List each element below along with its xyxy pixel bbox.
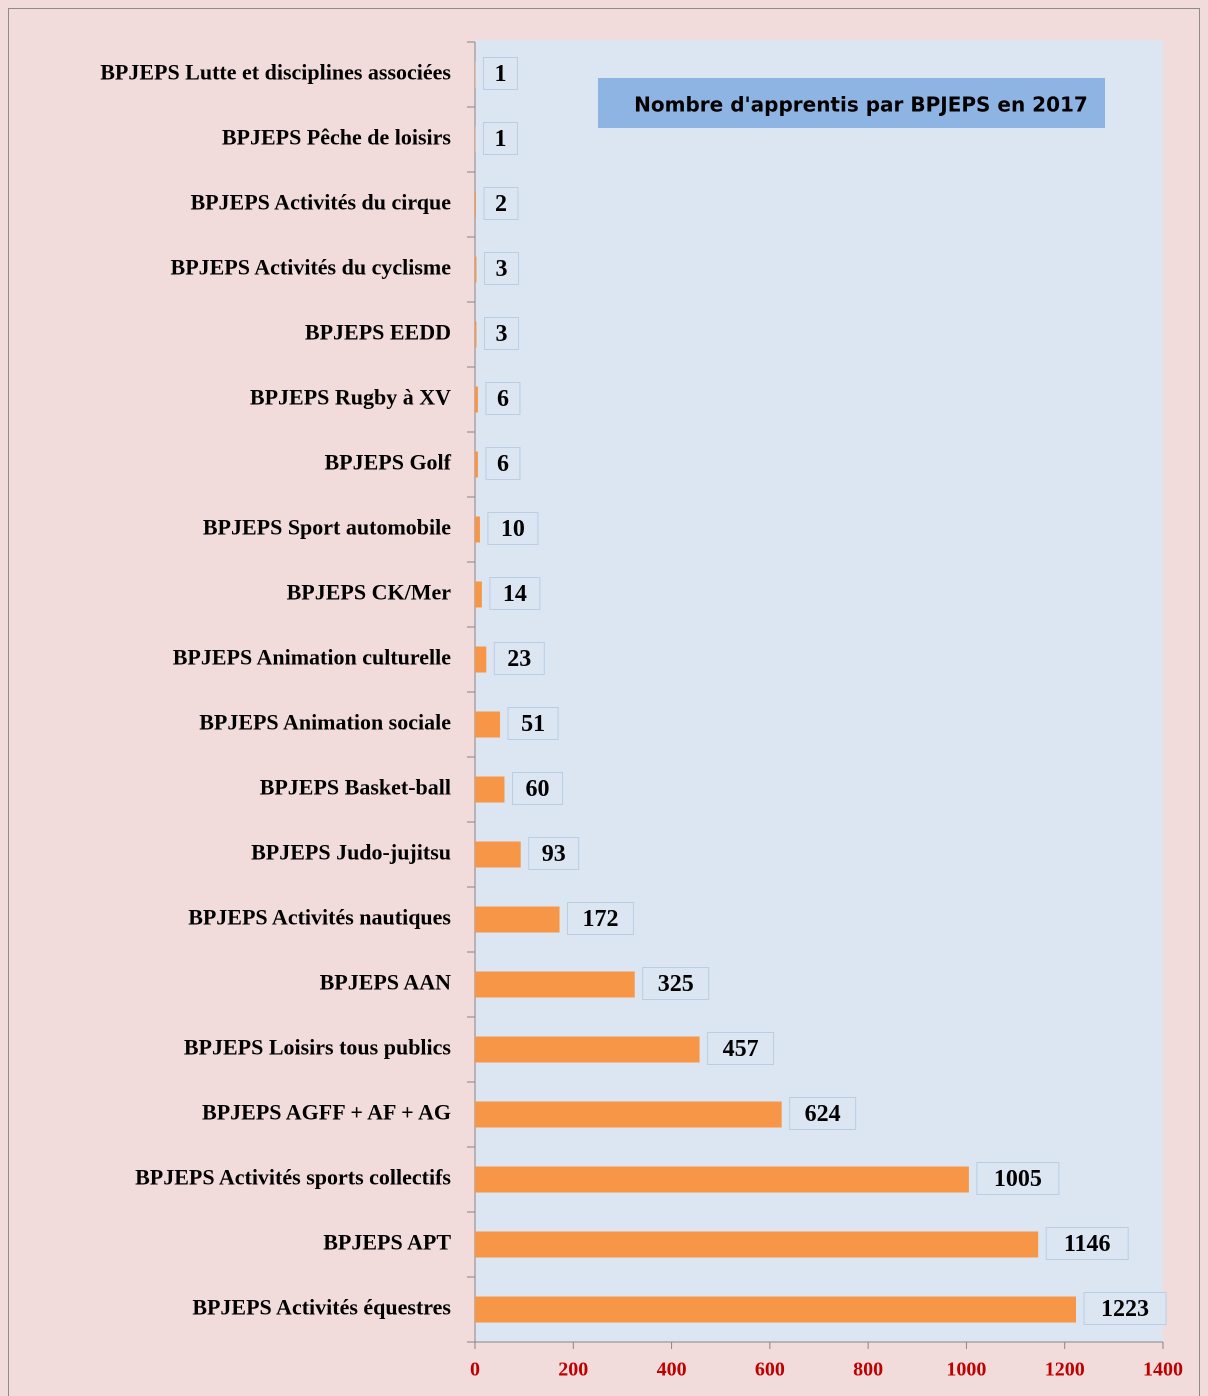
value-label: 172 [583,906,619,932]
bar [475,256,477,283]
value-label: 457 [723,1036,759,1062]
value-label: 624 [805,1101,841,1127]
y-tick-label: BPJEPS Animation sociale [199,710,451,735]
bar [475,516,480,543]
bar [475,1296,1077,1323]
value-label: 6 [497,386,509,412]
y-tick-label: BPJEPS Activités sports collectifs [135,1165,451,1190]
y-tick-label: BPJEPS Pêche de loisirs [222,125,452,150]
chart-title: Nombre d'apprentis par BPJEPS en 2017 [634,93,1088,117]
value-label-box [528,837,580,870]
bar [475,1036,700,1063]
value-label-box [707,1032,775,1065]
value-label: 1 [494,126,506,152]
x-tick-label: 800 [853,1359,883,1381]
y-tick-label: BPJEPS Activités équestres [192,1295,451,1320]
y-tick-label: BPJEPS Activités du cyclisme [171,255,452,280]
chart-border [8,8,1200,1396]
plot-area [475,40,1163,1342]
y-tick-label: BPJEPS Activités du cirque [190,190,451,215]
value-label: 1005 [994,1166,1042,1192]
y-tick-label: BPJEPS Animation culturelle [173,645,452,670]
bar [475,1101,782,1128]
value-label: 60 [525,776,549,802]
bar [475,711,501,738]
value-label-box [483,252,519,285]
value-label: 325 [658,971,694,997]
bar [475,386,478,413]
value-label: 1223 [1101,1296,1149,1322]
y-tick-label: BPJEPS Loisirs tous publics [184,1035,452,1060]
value-label: 51 [521,711,545,737]
value-label: 1 [494,61,506,87]
value-label-box [567,902,635,935]
value-label: 14 [503,581,527,607]
title-box [598,78,1105,128]
value-label: 6 [497,451,509,477]
value-label-box [507,707,559,740]
bar [475,906,560,933]
x-tick-label: 200 [558,1359,588,1381]
y-tick-label: BPJEPS Judo-jujitsu [251,840,451,865]
value-label: 1146 [1064,1231,1111,1257]
value-label-box [976,1162,1060,1195]
y-tick-label: BPJEPS Lutte et disciplines associées [100,60,451,85]
x-tick-label: 1000 [946,1359,986,1381]
y-tick-label: BPJEPS APT [323,1230,451,1255]
bar [475,451,478,478]
y-tick-label: BPJEPS Golf [324,450,451,475]
value-label: 23 [507,646,531,672]
value-label-box [482,122,518,155]
value-label: 2 [495,191,507,217]
bar [475,581,482,608]
x-tick-label: 600 [755,1359,785,1381]
bar [475,191,476,218]
bar [475,321,477,348]
y-tick-label: BPJEPS CK/Mer [287,580,452,605]
bar [475,971,635,998]
value-label-box [482,57,518,90]
value-label: 3 [495,321,507,347]
y-tick-label: BPJEPS Rugby à XV [250,385,451,410]
y-tick-label: BPJEPS EEDD [305,320,451,345]
x-tick-label: 0 [470,1359,480,1381]
value-label: 3 [495,256,507,282]
bar [475,841,521,868]
bar [475,1231,1039,1258]
x-tick-label: 400 [657,1359,687,1381]
value-label: 93 [542,841,566,867]
value-label-box [483,187,519,220]
bar [475,776,505,803]
bar [475,646,487,673]
x-tick-label: 1200 [1045,1359,1085,1381]
y-tick-label: BPJEPS Activités nautiques [188,905,451,930]
value-label-box [1045,1227,1129,1260]
value-label-box [487,512,539,545]
value-label-box [1083,1292,1167,1325]
x-tick-label: 1400 [1143,1359,1183,1381]
y-tick-label: BPJEPS AGFF + AF + AG [202,1100,451,1125]
y-tick-label: BPJEPS Sport automobile [203,515,451,540]
value-label: 10 [501,516,525,542]
value-label-box [642,967,710,1000]
value-label-box [485,382,521,415]
y-tick-label: BPJEPS Basket-ball [260,775,451,800]
y-tick-label: BPJEPS AAN [320,970,452,995]
value-label-box [511,772,563,805]
value-label-box [493,642,545,675]
value-label-box [789,1097,857,1130]
value-label-box [485,447,521,480]
value-label-box [483,317,519,350]
bar [475,1166,969,1193]
value-label-box [489,577,541,610]
